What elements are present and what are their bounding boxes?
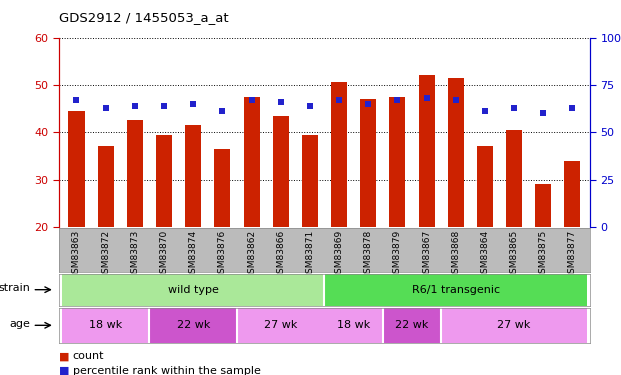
Point <box>363 101 373 107</box>
Bar <box>441 308 587 343</box>
Bar <box>360 99 376 227</box>
Text: GDS2912 / 1455053_a_at: GDS2912 / 1455053_a_at <box>59 11 229 24</box>
Bar <box>331 82 347 227</box>
Bar <box>237 308 324 343</box>
Bar <box>273 116 289 227</box>
Text: GSM83879: GSM83879 <box>393 230 402 279</box>
Text: GSM83872: GSM83872 <box>101 230 110 279</box>
Point <box>392 97 402 103</box>
Text: ■: ■ <box>59 351 70 361</box>
Point <box>101 105 111 111</box>
Bar <box>506 130 522 227</box>
Text: 18 wk: 18 wk <box>89 320 122 330</box>
Bar <box>324 274 587 306</box>
Bar <box>156 135 172 227</box>
Bar <box>243 97 260 227</box>
Bar <box>477 146 493 227</box>
Text: age: age <box>10 318 31 328</box>
Text: GSM83866: GSM83866 <box>276 230 285 279</box>
Point <box>247 97 256 103</box>
Text: GSM83875: GSM83875 <box>539 230 548 279</box>
Bar <box>62 274 324 306</box>
Text: count: count <box>73 351 104 361</box>
Text: strain: strain <box>0 283 31 293</box>
Text: GSM83868: GSM83868 <box>451 230 460 279</box>
Text: GSM83863: GSM83863 <box>72 230 81 279</box>
Text: GSM83867: GSM83867 <box>422 230 431 279</box>
Point <box>188 101 198 107</box>
Point <box>217 108 227 114</box>
Point <box>480 108 490 114</box>
Text: GSM83865: GSM83865 <box>510 230 519 279</box>
Point <box>305 103 315 109</box>
Text: R6/1 transgenic: R6/1 transgenic <box>412 285 500 295</box>
Text: GSM83874: GSM83874 <box>189 230 197 279</box>
Text: 22 wk: 22 wk <box>176 320 210 330</box>
Text: ■: ■ <box>59 366 70 375</box>
Text: GSM83873: GSM83873 <box>130 230 139 279</box>
Bar <box>448 78 464 227</box>
Bar <box>302 135 318 227</box>
Text: 27 wk: 27 wk <box>264 320 297 330</box>
Bar <box>127 120 143 227</box>
Bar <box>535 184 551 227</box>
Bar <box>150 308 237 343</box>
Point <box>159 103 169 109</box>
Bar <box>324 308 383 343</box>
Text: GSM83869: GSM83869 <box>335 230 343 279</box>
Text: 27 wk: 27 wk <box>497 320 531 330</box>
Bar <box>68 111 84 227</box>
Text: GSM83871: GSM83871 <box>306 230 314 279</box>
Point <box>71 97 81 103</box>
Point <box>422 95 432 101</box>
Bar <box>62 308 150 343</box>
Text: percentile rank within the sample: percentile rank within the sample <box>73 366 261 375</box>
Text: GSM83876: GSM83876 <box>218 230 227 279</box>
Point <box>509 105 519 111</box>
Bar <box>564 160 581 227</box>
Text: GSM83864: GSM83864 <box>481 230 489 279</box>
Bar <box>185 125 201 227</box>
Bar <box>383 308 441 343</box>
Text: wild type: wild type <box>168 285 219 295</box>
Bar <box>214 149 230 227</box>
Point <box>538 110 548 116</box>
Point <box>568 105 578 111</box>
Text: 18 wk: 18 wk <box>337 320 370 330</box>
Point <box>276 99 286 105</box>
Point <box>334 97 344 103</box>
Text: 22 wk: 22 wk <box>396 320 428 330</box>
Text: GSM83878: GSM83878 <box>364 230 373 279</box>
Bar <box>389 97 406 227</box>
Bar <box>97 146 114 227</box>
Text: GSM83870: GSM83870 <box>160 230 168 279</box>
Text: GSM83877: GSM83877 <box>568 230 577 279</box>
Point <box>451 97 461 103</box>
Text: GSM83862: GSM83862 <box>247 230 256 279</box>
Point <box>130 103 140 109</box>
Bar <box>419 75 435 227</box>
